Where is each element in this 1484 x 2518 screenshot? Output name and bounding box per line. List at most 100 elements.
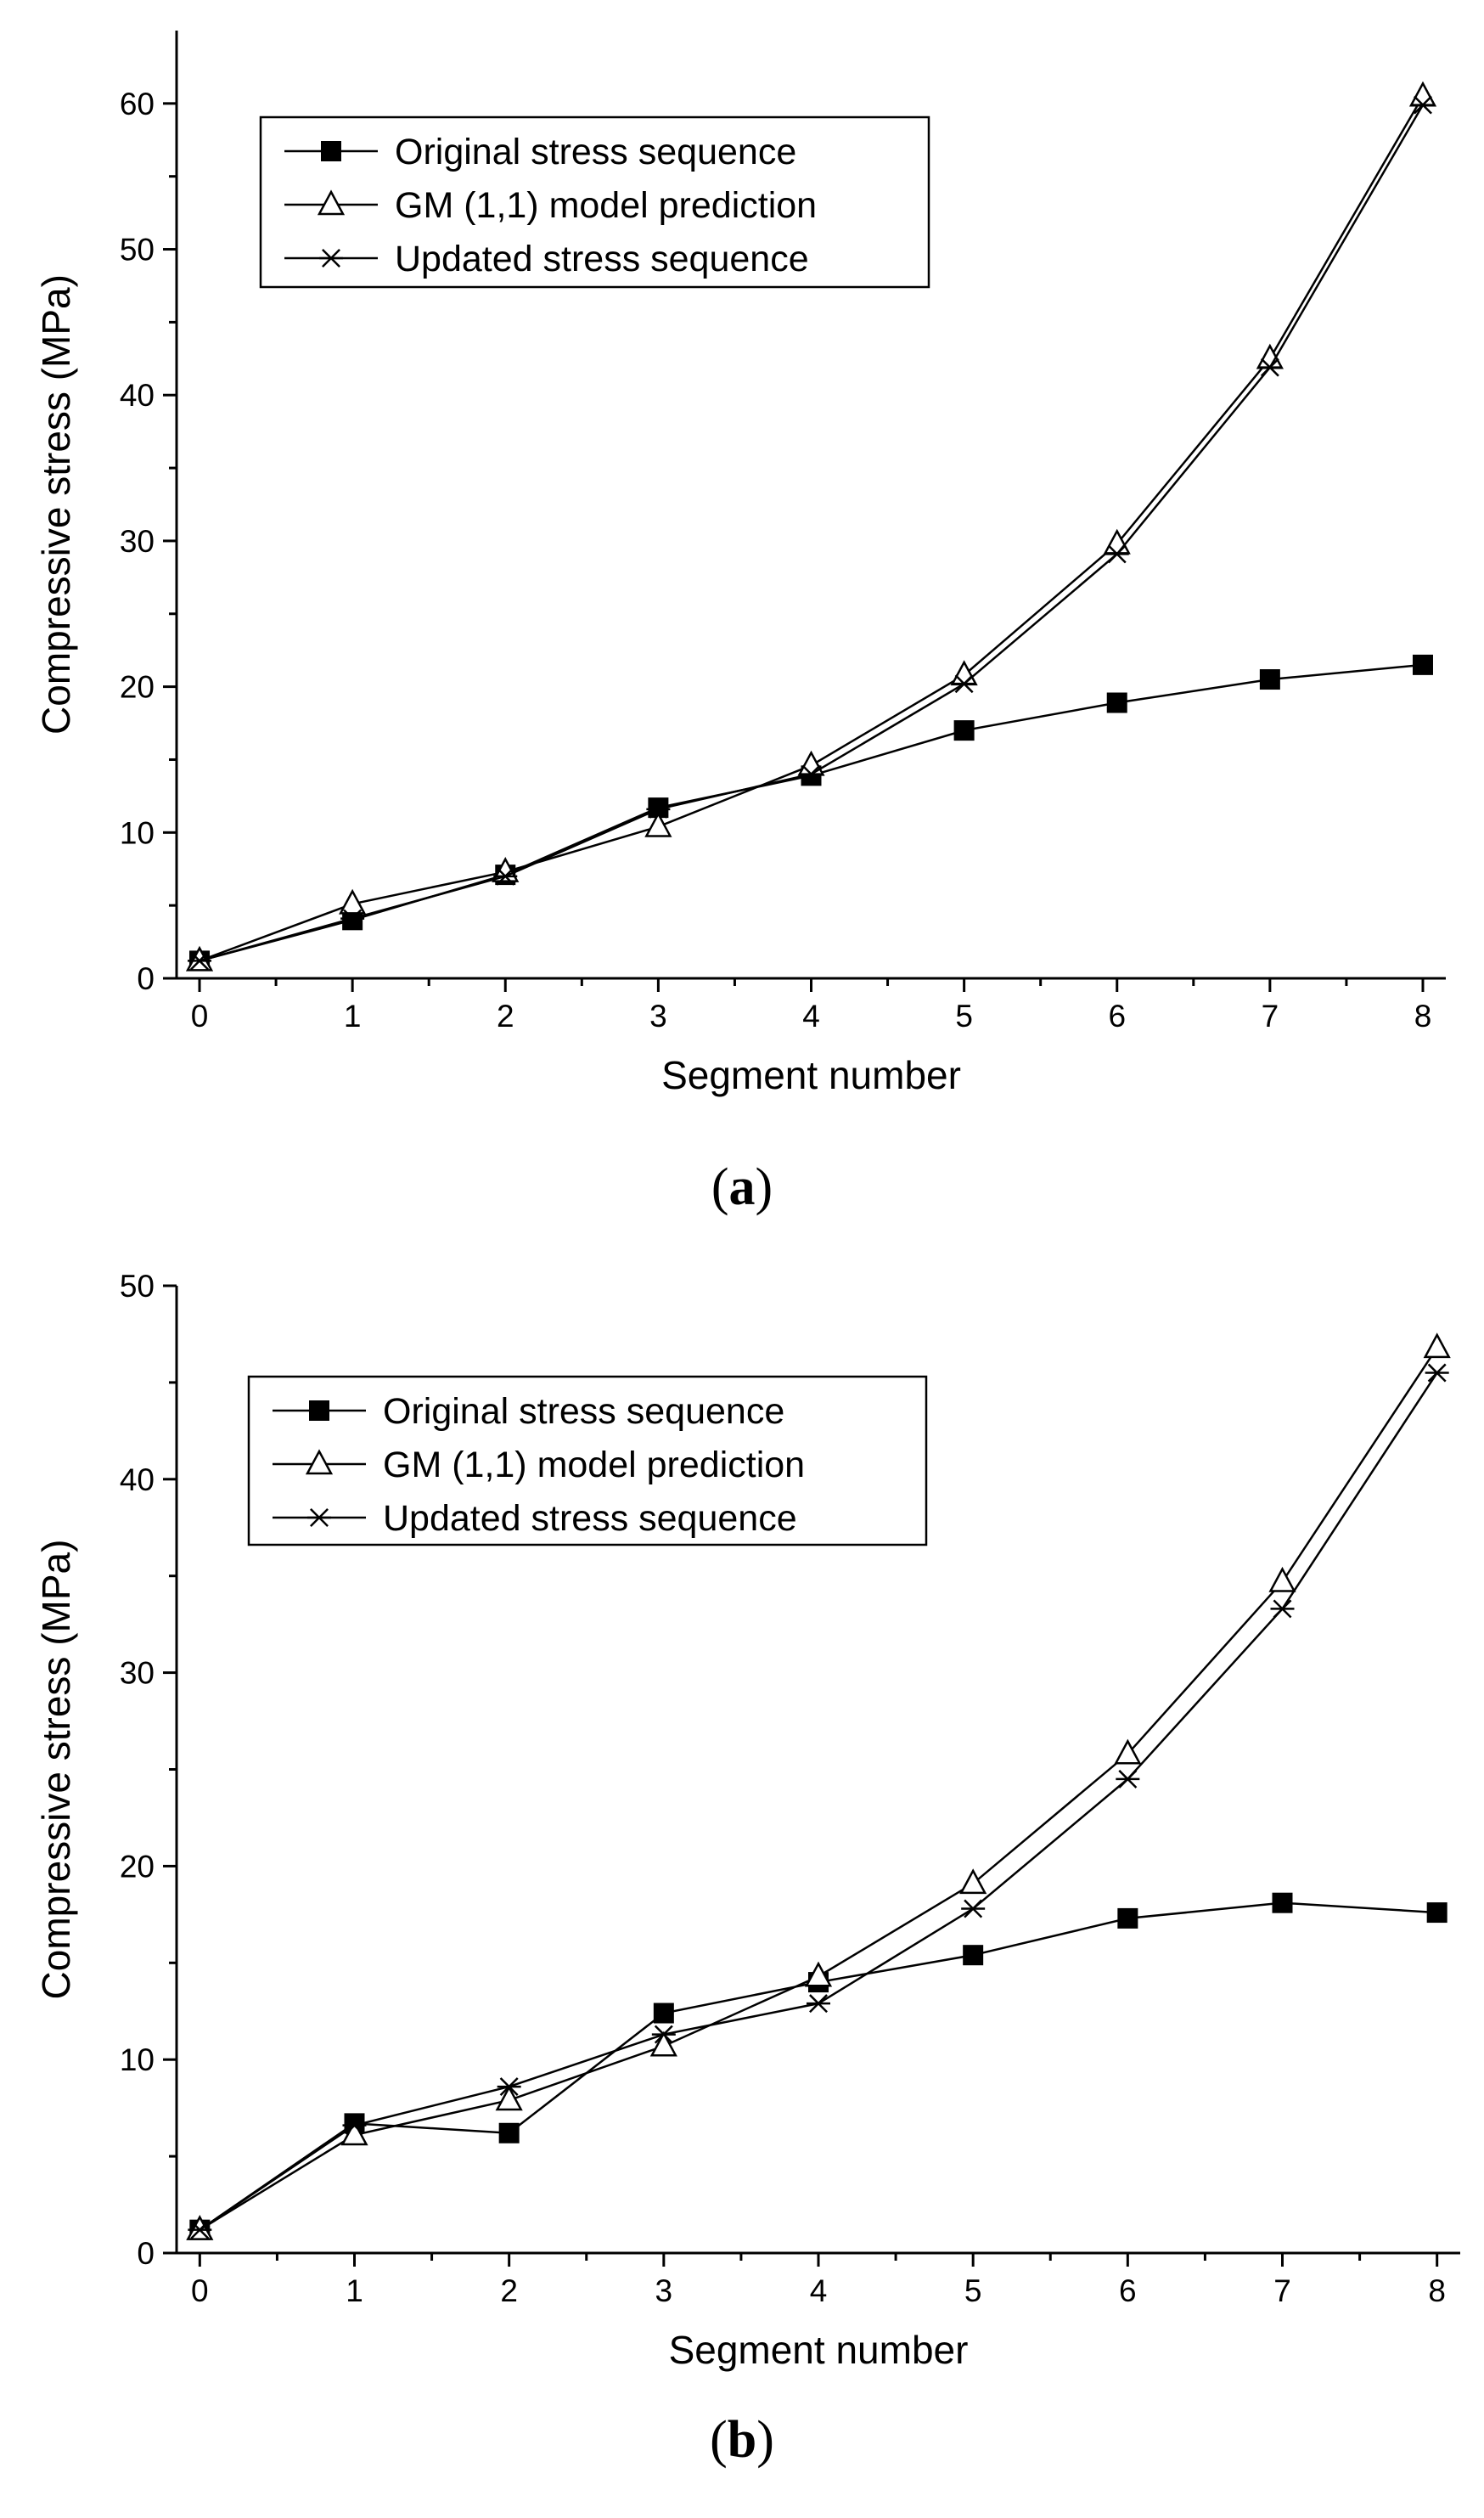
- data-point: [646, 799, 671, 819]
- data-point-stroke: [190, 2220, 210, 2239]
- legend: Original stress sequence GM (1,1) model p…: [247, 1375, 928, 1546]
- data-point: [799, 764, 824, 784]
- data-point: [807, 1994, 830, 2014]
- y-tick-label: 10: [120, 815, 155, 850]
- y-axis-title: Compressive stress (MPa): [34, 1540, 78, 2000]
- data-point: [1105, 544, 1129, 564]
- x-tick-label: 5: [964, 2273, 982, 2308]
- y-axis-title: Compressive stress (MPa): [34, 274, 78, 735]
- data-point: [1114, 1738, 1142, 1765]
- data-point-stroke: [954, 674, 974, 694]
- x-tick-label: 0: [191, 2273, 209, 2308]
- x-tick-label: 3: [649, 999, 667, 1034]
- data-point: [1423, 1332, 1451, 1359]
- data-point: [804, 1961, 833, 1987]
- legend-label: GM (1,1) model prediction: [383, 1445, 805, 1485]
- data-point: [1116, 1769, 1140, 1789]
- x-tick-label: 5: [955, 999, 973, 1034]
- data-point-stroke: [809, 1994, 828, 2014]
- x-tick-label: 4: [810, 2273, 828, 2308]
- y-tick-label: 0: [137, 961, 155, 996]
- x-axis-title: Segment number: [669, 2328, 969, 2372]
- data-point: [188, 951, 212, 971]
- legend-marker: [321, 141, 341, 161]
- chart-a: 0 10 20 30 40 50 60 0 1 2 3 4 5 6 7 8 Segment number Comp…: [34, 31, 1446, 1216]
- data-point: [1426, 1902, 1447, 1924]
- data-point: [1270, 1599, 1295, 1619]
- data-point: [339, 888, 367, 915]
- x-tick-label: 6: [1108, 999, 1126, 1034]
- data-point: [1117, 1907, 1138, 1929]
- data-point: [963, 1945, 984, 1966]
- data-point: [1408, 81, 1437, 107]
- panel-label-paren: ): [756, 2411, 774, 2469]
- legend-marker: [309, 1400, 329, 1421]
- series-line: [199, 1901, 1437, 2231]
- data-point-stroke: [496, 866, 515, 886]
- data-point: [1268, 1566, 1296, 1592]
- y-tick-label: 60: [120, 87, 155, 121]
- data-point: [961, 1899, 986, 1918]
- data-point-stroke: [649, 799, 668, 819]
- data-point-stroke: [1260, 358, 1279, 377]
- y-tick-label: 30: [120, 524, 155, 559]
- data-point-stroke: [1107, 544, 1127, 564]
- data-point-stroke: [190, 951, 209, 971]
- y-tick-label: 40: [120, 1462, 155, 1497]
- series-filled-square: [189, 654, 1433, 972]
- legend-label: Updated stress sequence: [395, 239, 809, 279]
- data-point-stroke: [964, 1899, 983, 1918]
- series-filled-square: [189, 1892, 1447, 2240]
- x-axis-title: Segment number: [661, 1053, 961, 1097]
- data-point-stroke: [1414, 95, 1432, 115]
- data-point-stroke: [654, 2025, 673, 2044]
- series-line: [199, 663, 1424, 962]
- y-tick-label: 0: [137, 2236, 155, 2271]
- y-tick-label: 40: [120, 378, 155, 413]
- data-point: [952, 674, 976, 694]
- x-tick-label: 7: [1262, 999, 1279, 1034]
- y-tick-label: 50: [120, 233, 155, 268]
- data-point: [1412, 654, 1433, 675]
- legend-label: Updated stress sequence: [383, 1498, 797, 1539]
- x-tick-label: 3: [655, 2273, 673, 2308]
- data-point: [1425, 1363, 1449, 1383]
- data-point: [342, 2115, 367, 2135]
- legend-marker: [307, 1508, 331, 1527]
- legend-marker: [317, 189, 346, 216]
- x-tick-label: 4: [802, 999, 820, 1034]
- data-point: [649, 2031, 677, 2057]
- data-point: [1272, 1892, 1293, 1913]
- data-point: [188, 2220, 212, 2239]
- data-point: [1259, 669, 1280, 690]
- panel-label-letter: a: [729, 1158, 756, 1216]
- data-point-stroke: [1427, 1363, 1447, 1383]
- panel-label-letter: b: [728, 2411, 756, 2469]
- legend-marker-stroke: [322, 249, 340, 268]
- x-tick-label: 1: [346, 2273, 363, 2308]
- data-point-stroke: [345, 2115, 364, 2135]
- legend-marker: [305, 1449, 334, 1475]
- data-point: [950, 660, 978, 686]
- data-point: [1410, 95, 1435, 115]
- y-tick-label: 10: [120, 2042, 155, 2077]
- data-point: [959, 1868, 987, 1895]
- data-point: [644, 811, 672, 837]
- legend-marker: [319, 249, 343, 268]
- chart-b: 0 10 20 30 40 50 0 1 2 3 4 5 6 7 8 Segment number Compre…: [34, 1269, 1460, 2469]
- data-point: [340, 909, 365, 928]
- x-tick-label: 1: [344, 999, 362, 1034]
- legend: Original stress sequence GM (1,1) model p…: [259, 115, 930, 289]
- data-point-stroke: [343, 909, 363, 928]
- data-point: [1106, 692, 1127, 713]
- y-tick-label: 30: [120, 1656, 155, 1691]
- legend-label: GM (1,1) model prediction: [395, 185, 817, 226]
- series-asterisk: [188, 1363, 1449, 2239]
- series-asterisk: [188, 95, 1435, 971]
- data-point: [651, 2025, 676, 2044]
- series-open-triangle: [186, 1332, 1451, 2240]
- x-tick-label: 8: [1428, 2273, 1446, 2308]
- panel-label-paren: ): [756, 1158, 773, 1216]
- data-point-stroke: [801, 764, 821, 784]
